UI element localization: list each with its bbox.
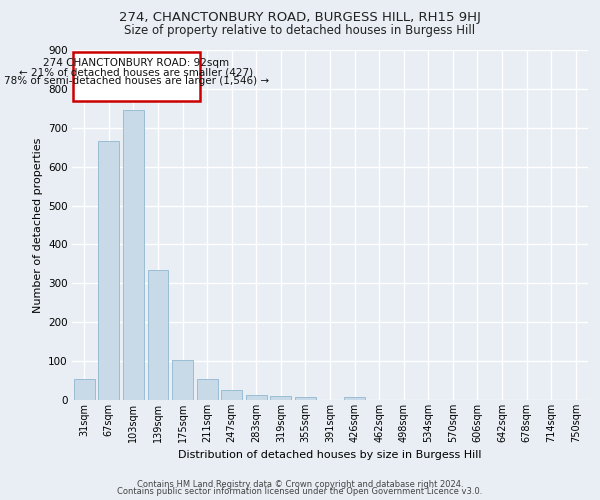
X-axis label: Distribution of detached houses by size in Burgess Hill: Distribution of detached houses by size … bbox=[178, 450, 482, 460]
Bar bbox=[295, 397, 316, 400]
Bar bbox=[221, 390, 242, 400]
Text: 274, CHANCTONBURY ROAD, BURGESS HILL, RH15 9HJ: 274, CHANCTONBURY ROAD, BURGESS HILL, RH… bbox=[119, 11, 481, 24]
Bar bbox=[172, 360, 193, 400]
Bar bbox=[271, 396, 292, 400]
Text: ← 21% of detached houses are smaller (427): ← 21% of detached houses are smaller (42… bbox=[19, 68, 254, 78]
Bar bbox=[98, 140, 119, 400]
Bar bbox=[197, 380, 218, 400]
Bar bbox=[73, 52, 200, 102]
Bar bbox=[246, 394, 267, 400]
Bar bbox=[123, 110, 144, 400]
Y-axis label: Number of detached properties: Number of detached properties bbox=[32, 138, 43, 312]
Text: Contains public sector information licensed under the Open Government Licence v3: Contains public sector information licen… bbox=[118, 487, 482, 496]
Text: Size of property relative to detached houses in Burgess Hill: Size of property relative to detached ho… bbox=[124, 24, 476, 37]
Text: 78% of semi-detached houses are larger (1,546) →: 78% of semi-detached houses are larger (… bbox=[4, 76, 269, 86]
Bar bbox=[344, 396, 365, 400]
Bar bbox=[148, 270, 169, 400]
Text: Contains HM Land Registry data © Crown copyright and database right 2024.: Contains HM Land Registry data © Crown c… bbox=[137, 480, 463, 489]
Bar bbox=[74, 378, 95, 400]
Text: 274 CHANCTONBURY ROAD: 92sqm: 274 CHANCTONBURY ROAD: 92sqm bbox=[43, 58, 230, 68]
